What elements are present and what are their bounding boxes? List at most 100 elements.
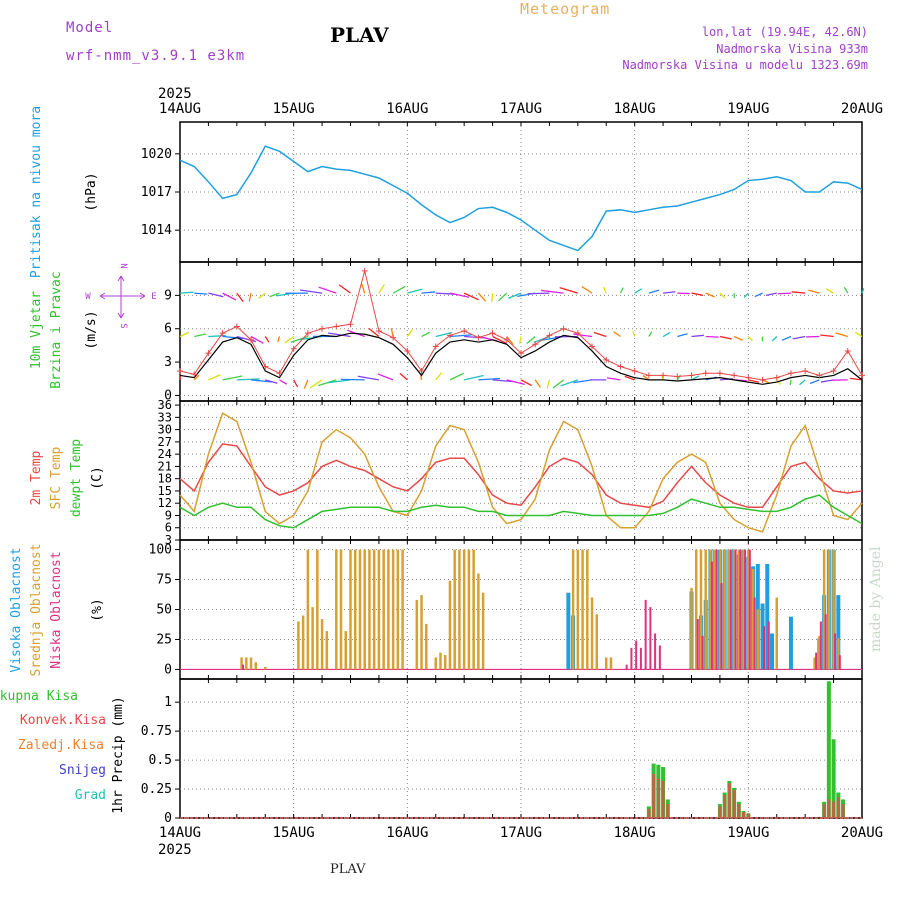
wind-arrow	[293, 379, 299, 388]
wind-arrow	[743, 292, 749, 299]
wind-arrow	[250, 379, 272, 383]
precip-bar-1	[656, 778, 660, 818]
wind-gust-marker	[191, 371, 198, 378]
wind-gust-marker	[645, 372, 652, 379]
wind-gust-marker	[518, 350, 524, 357]
wind-gust-marker	[532, 341, 539, 348]
wind-gust-marker	[674, 373, 681, 380]
precip-bar-1	[746, 813, 750, 818]
wind-gust-marker	[319, 325, 326, 332]
ytick-label-temperature: 33	[158, 410, 172, 424]
cloud-bar-1	[301, 615, 305, 670]
wind-arrow	[449, 372, 465, 381]
ytick-label-temperature: 6	[165, 521, 172, 535]
wind-arrow	[250, 335, 264, 344]
wind-arrow	[309, 379, 323, 389]
cloud-bar-2	[654, 633, 657, 670]
precip-bar-1	[718, 806, 722, 818]
precip-bar-1	[822, 804, 826, 818]
cloud-bar-1	[827, 549, 831, 670]
wind-arrow	[303, 379, 309, 389]
cloud-bar-1	[462, 549, 466, 670]
compass-east: E	[151, 292, 156, 302]
cloud-bar-1	[728, 549, 731, 670]
time-tick-bottom: 19AUG	[727, 825, 769, 841]
ytick-label-wind: 3	[164, 355, 172, 370]
wind-arrow	[552, 379, 565, 389]
wind-arrow	[619, 287, 624, 294]
ytick-label-temperature: 9	[165, 508, 172, 522]
cloud-bar-1	[363, 549, 366, 670]
wind-arrow	[748, 379, 760, 383]
wind-gust-marker	[603, 356, 610, 363]
wind-arrow	[820, 379, 834, 383]
temperature-line-0	[179, 443, 863, 509]
ytick-label-temperature: 21	[158, 459, 172, 473]
wind-arrow	[820, 334, 834, 338]
wind-arrow	[705, 292, 715, 298]
temperature-axis-unit: (C)	[90, 466, 105, 489]
cloud-bar-1	[751, 568, 755, 670]
precip-bar-1	[727, 783, 731, 818]
ytick-label-precip: 0.5	[149, 753, 172, 768]
dewpt-axis-title: dewpt Temp	[69, 439, 84, 517]
wind-gust-marker	[745, 374, 752, 381]
wind-gust-marker	[418, 367, 425, 374]
wind-arrow	[236, 292, 244, 303]
meteogram-title: Meteogram	[520, 0, 611, 18]
cloud-bar-2	[815, 652, 818, 670]
time-tick-top: 15AUG	[273, 101, 315, 117]
precip-legend-1: Konvek.Kisa	[20, 713, 106, 728]
precip-bar-1	[827, 799, 831, 818]
altitude-label: Nadmorska Visina 933m	[716, 42, 868, 56]
wind-arrow	[421, 291, 436, 294]
wind-gust-marker	[475, 334, 482, 341]
cloud-bar-1	[818, 635, 821, 670]
cloud-bar-1	[306, 549, 310, 670]
compass-arrows-icon	[99, 275, 146, 319]
footer-station: PLAV	[330, 862, 366, 877]
wind-gust-marker	[262, 363, 269, 370]
cloud-bar-1	[742, 549, 745, 670]
ytick-label-precip: 0.75	[141, 724, 172, 739]
cloud-bar-2	[824, 614, 827, 670]
wind-gust-marker	[787, 370, 794, 377]
wind-arrow	[508, 292, 522, 299]
wind-arrow	[581, 285, 593, 294]
wind-gust-marker	[589, 343, 596, 350]
cloud-bar-1	[358, 549, 362, 670]
cloud-bar-1	[775, 597, 778, 670]
ytick-label-clouds: 50	[156, 603, 172, 618]
ytick-label-temperature: 3	[165, 533, 172, 547]
wind-gust-marker	[859, 372, 865, 379]
wind-arrow	[835, 332, 848, 338]
wind-arrow	[719, 292, 726, 299]
ytick-label-precip: 1	[164, 695, 172, 710]
wind-arrow	[792, 335, 806, 340]
cloud-bar-1	[813, 657, 816, 670]
cloud-bar-1	[837, 638, 840, 670]
time-tick-bottom: 18AUG	[614, 825, 656, 841]
wind-arrow	[406, 329, 413, 337]
wind-arrow	[328, 332, 351, 338]
cloud-bar-1	[822, 549, 826, 670]
ytick-label-clouds: 0	[164, 662, 172, 677]
wind-arrow	[808, 289, 820, 294]
cloud-bar-1	[344, 631, 348, 670]
cloud-high-axis-title: Visoka Oblacnost	[9, 547, 24, 672]
wind-gust-marker	[830, 367, 837, 374]
wind-arrow	[691, 292, 704, 296]
wind-arrow	[560, 379, 579, 387]
wind-arrow	[677, 333, 688, 338]
cloud-bar-0	[566, 592, 571, 670]
wind-arrow	[663, 291, 676, 294]
cloud-bar-1	[245, 657, 248, 670]
wind-arrow	[357, 375, 380, 381]
wind-arrow	[776, 379, 782, 385]
precip-bar-1	[723, 794, 727, 818]
wind-arrow	[634, 288, 643, 294]
wind-arrow	[765, 292, 777, 297]
wind-arrow	[733, 335, 743, 341]
cloud-bar-1	[595, 614, 599, 670]
